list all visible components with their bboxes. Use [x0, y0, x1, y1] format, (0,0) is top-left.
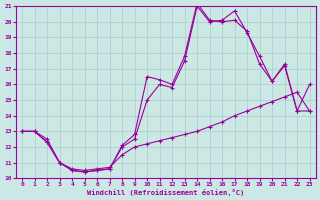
- X-axis label: Windchill (Refroidissement éolien,°C): Windchill (Refroidissement éolien,°C): [87, 189, 244, 196]
